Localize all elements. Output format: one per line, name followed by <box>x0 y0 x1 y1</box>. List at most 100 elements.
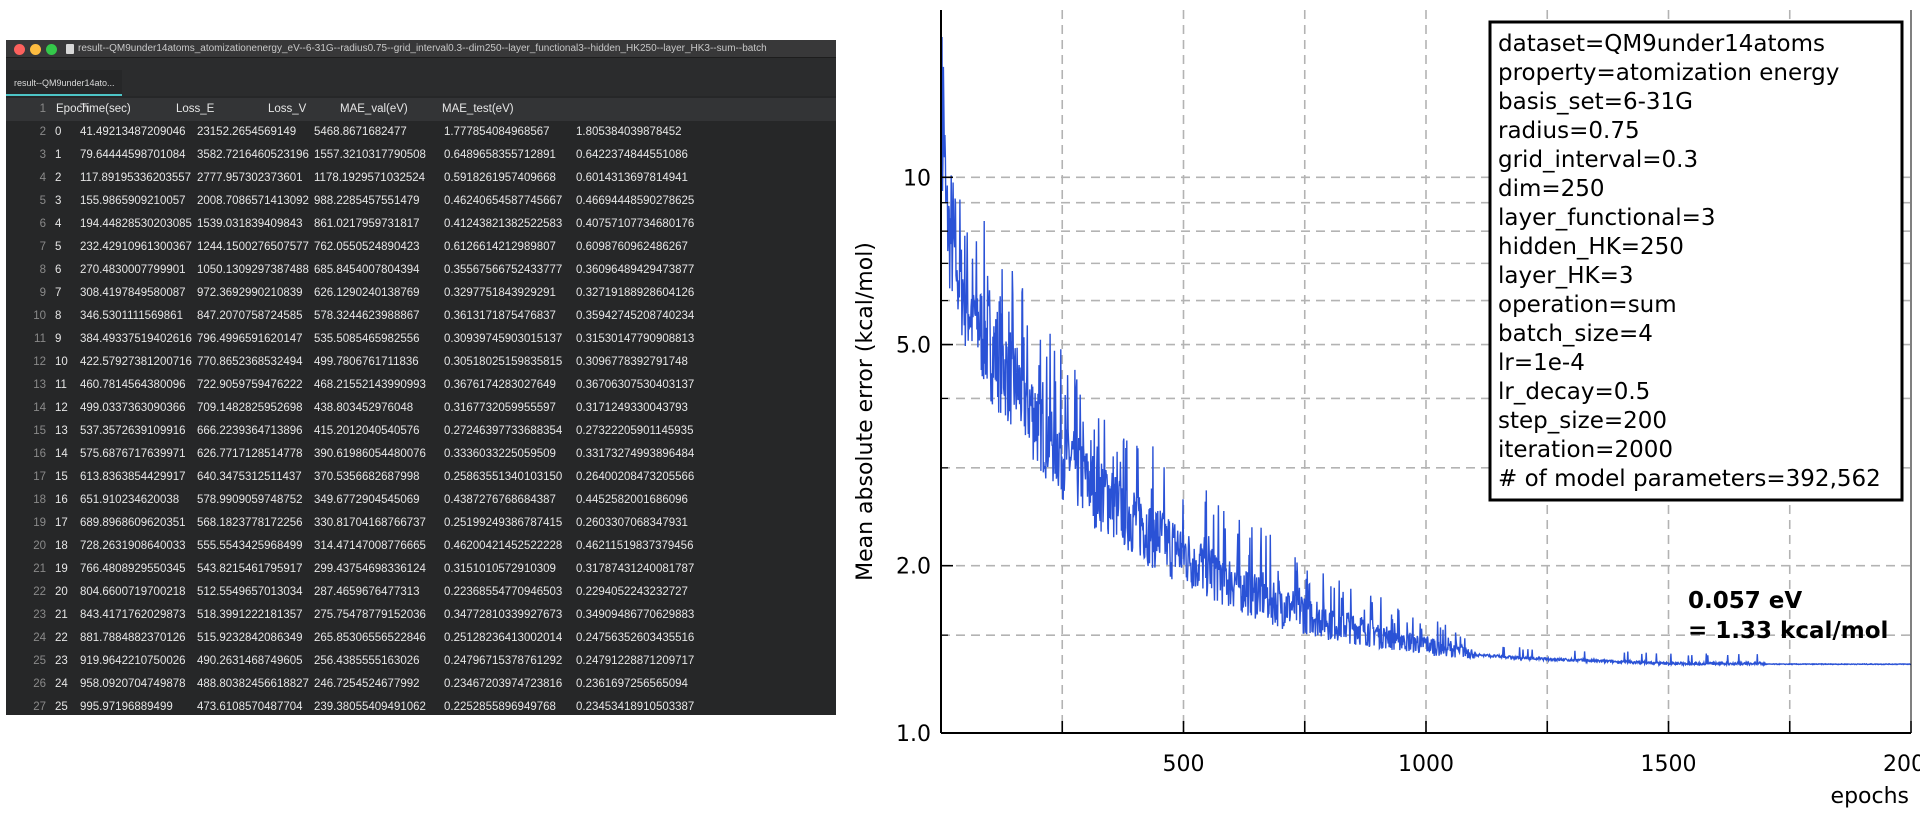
data-line: 5 3 155.9865909210057 2008.7086571413092 988… <box>6 190 836 213</box>
line-number: 13 <box>33 379 46 391</box>
data-cell: 10 <box>55 356 68 368</box>
window-title: result--QM9under14atoms_atomizationenerg… <box>78 43 767 54</box>
line-number: 23 <box>33 609 46 621</box>
data-cell: 41.49213487209046 <box>80 126 186 138</box>
data-cell: 0.23453418910503387 <box>576 701 695 713</box>
data-cell: 575.6876717639971 <box>80 448 186 460</box>
legend-entry: batch_size=4 <box>1498 321 1653 347</box>
data-cell: 194.44828530203085 <box>80 218 192 230</box>
data-cell: 0.5918261957409668 <box>444 172 556 184</box>
data-cell: 25 <box>55 701 68 713</box>
data-cell: 265.85306556522846 <box>314 632 426 644</box>
legend-entry: layer_functional=3 <box>1498 205 1716 231</box>
data-cell: 0.6422374844551086 <box>576 149 688 161</box>
data-cell: 239.38055409491062 <box>314 701 426 713</box>
legend-entry: layer_HK=3 <box>1498 263 1633 289</box>
data-cell: 14 <box>55 448 68 460</box>
line-number: 15 <box>33 425 46 437</box>
data-line: 13 11 460.7814564380096 722.9059759476222 46… <box>6 374 836 397</box>
data-line: 27 25 995.97196889499 473.6108570487704 239.… <box>6 696 836 715</box>
data-cell: 640.3475312511437 <box>197 471 302 483</box>
data-cell: 512.5549657013034 <box>197 586 303 598</box>
data-cell: 460.7814564380096 <box>80 379 186 391</box>
data-cell: 5 <box>55 241 62 253</box>
line-number: 19 <box>33 517 46 529</box>
data-cell: 766.4808929550345 <box>80 563 186 575</box>
line-number: 20 <box>33 540 46 552</box>
data-cell: 23 <box>55 655 68 667</box>
mae-curve-line <box>940 36 1912 668</box>
data-cell: 24 <box>55 678 68 690</box>
data-cell: 384.49337519402616 <box>80 333 192 345</box>
data-cell: 0.24791228871209717 <box>576 655 695 667</box>
data-cell: 499.0337363090366 <box>80 402 186 414</box>
data-cell: 0.3297751843929291 <box>444 287 556 299</box>
data-line: 8 6 270.4830007799901 1050.1309297387488 685… <box>6 259 836 282</box>
data-cell: 314.47147008776665 <box>314 540 426 552</box>
x-axis-label: epochs <box>1831 784 1909 809</box>
data-cell: 685.8454007804394 <box>314 264 420 276</box>
tab-result-file[interactable]: result--QM9under14ato... <box>6 70 122 96</box>
line-number: 1 <box>39 103 46 115</box>
column-header: Loss_E <box>176 103 215 115</box>
data-cell: 5468.8671682477 <box>314 126 407 138</box>
data-line: 11 9 384.49337519402616 796.4996591620147 53… <box>6 328 836 351</box>
data-cell: 256.4385555163026 <box>314 655 420 667</box>
data-cell: 0.30939745903015137 <box>444 333 563 345</box>
column-header: Time(sec) <box>80 103 131 115</box>
data-line: 3 1 79.64444598701084 3582.7216460523196 155… <box>6 144 836 167</box>
data-cell: 17 <box>55 517 68 529</box>
data-cell: 0.3096778392791748 <box>576 356 688 368</box>
file-content[interactable]: 1 Epoch Time(sec) Loss_E Loss_V MAE_val(eV) MA… <box>6 98 836 715</box>
column-header: Epoch <box>56 103 89 115</box>
column-header: MAE_val(eV) <box>340 103 408 115</box>
data-cell: 422.57927381200716 <box>80 356 192 368</box>
data-cell: 3 <box>55 195 62 207</box>
data-cell: 762.0550524890423 <box>314 241 420 253</box>
maximize-window-icon[interactable] <box>46 44 57 55</box>
data-cell: 0.22368554770946503 <box>444 586 563 598</box>
data-line: 6 4 194.44828530203085 1539.031839409843 861… <box>6 213 836 236</box>
legend-entry: operation=sum <box>1498 292 1677 318</box>
line-number: 22 <box>33 586 46 598</box>
data-cell: 0.25128236413002014 <box>444 632 563 644</box>
data-cell: 578.3244623988867 <box>314 310 420 322</box>
data-cell: 415.2012040540576 <box>314 425 420 437</box>
x-tick-label: 1000 <box>1398 752 1454 777</box>
minimize-window-icon[interactable] <box>30 44 41 55</box>
data-cell: 18 <box>55 540 68 552</box>
data-cell: 0.35567566752433777 <box>444 264 563 276</box>
data-line: 18 16 651.910234620038 578.9909059748752 349… <box>6 489 836 512</box>
data-cell: 0.3271918892860412​6 <box>576 287 695 299</box>
data-cell: 0.30518025159835815 <box>444 356 563 368</box>
data-cell: 155.9865909210057 <box>80 195 186 207</box>
data-line: 12 10 422.57927381200716 770.8652368532494 4… <box>6 351 836 374</box>
data-cell: 22 <box>55 632 68 644</box>
data-cell: 0.41243821382522583 <box>444 218 563 230</box>
text-editor-window: result--QM9under14atoms_atomizationenerg… <box>6 40 836 715</box>
data-cell: 555.5543425968499 <box>197 540 303 552</box>
legend-entry: hidden_HK=250 <box>1498 234 1684 260</box>
data-cell: 308.4197849580087 <box>80 287 186 299</box>
data-cell: 613.8363854429917 <box>80 471 186 483</box>
data-cell: 543.8215461795917 <box>197 563 303 575</box>
data-cell: 843.4171762029873 <box>80 609 186 621</box>
data-cell: 0.46211519837379456 <box>576 540 694 552</box>
data-cell: 16 <box>55 494 68 506</box>
line-number: 2 <box>39 126 46 138</box>
data-cell: 390.61986054480076 <box>314 448 426 460</box>
data-cell: 8 <box>55 310 62 322</box>
legend-entry: grid_interval=0.3 <box>1498 147 1698 173</box>
line-number: 21 <box>33 563 46 575</box>
line-number: 26 <box>33 678 46 690</box>
data-cell: 370.5356682687998 <box>314 471 420 483</box>
data-cell: 0.3167732059955597 <box>444 402 556 414</box>
close-window-icon[interactable] <box>14 44 25 55</box>
data-cell: 0.3336033225059509 <box>444 448 556 460</box>
data-cell: 958.0920704749878 <box>80 678 186 690</box>
line-number: 11 <box>34 333 46 345</box>
x-tick-label: 2000 <box>1883 752 1920 777</box>
data-line: 22 20 804.6600719700218 512.5549657013034 28… <box>6 581 836 604</box>
data-cell: 79.64444598701084 <box>80 149 186 161</box>
final-mae-annotation: 0.057 eV <box>1688 588 1802 614</box>
